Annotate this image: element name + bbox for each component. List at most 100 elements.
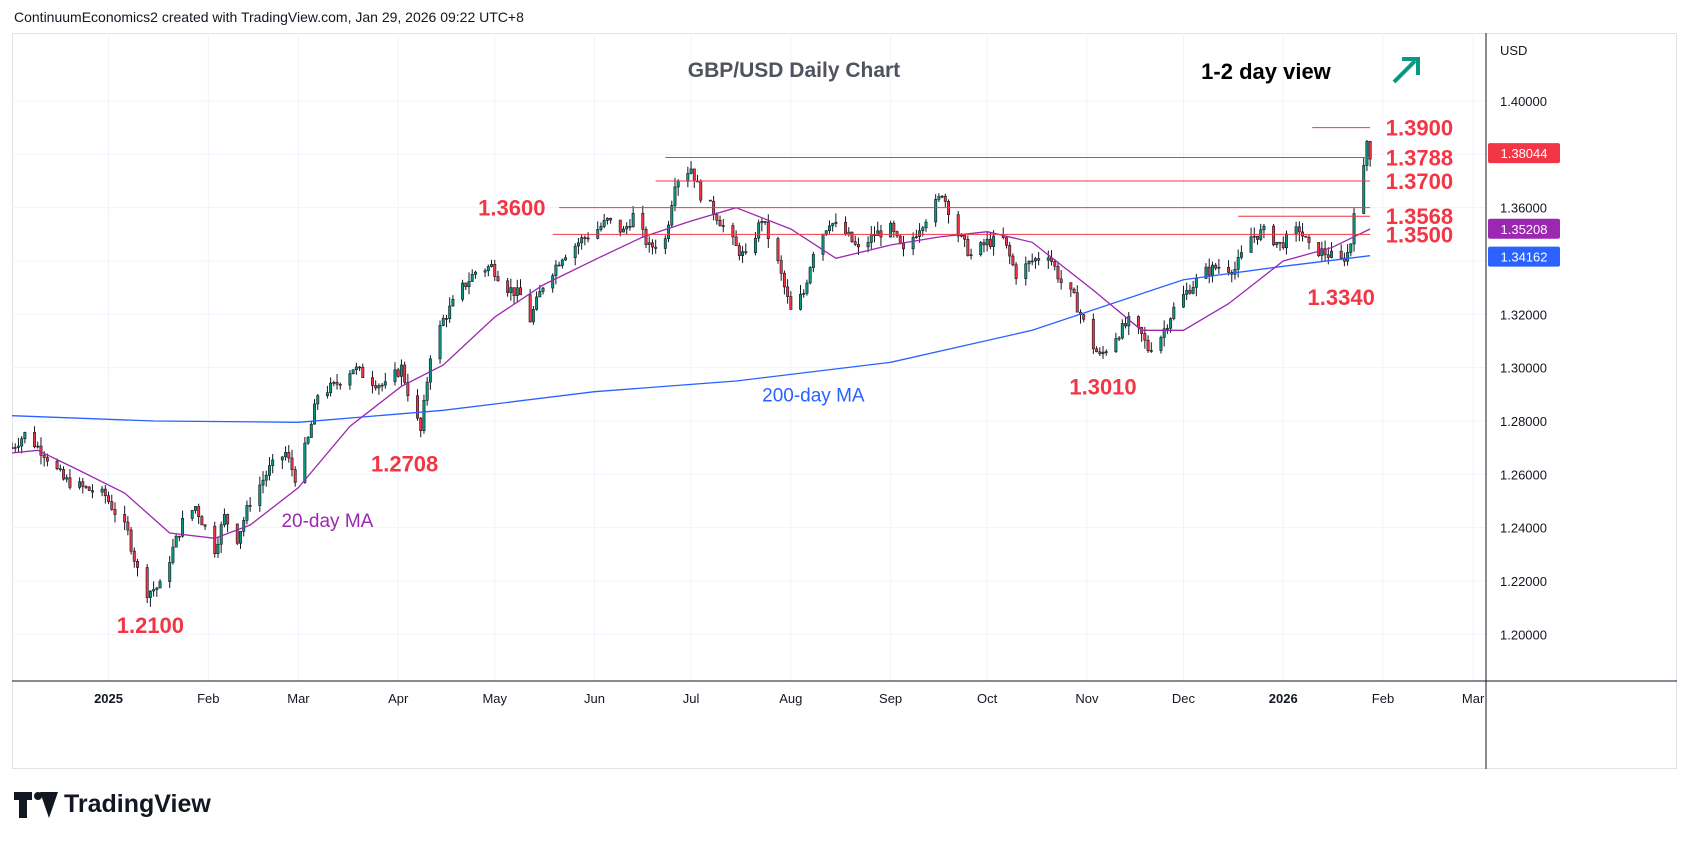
candle-up: [174, 535, 178, 548]
candle-up: [261, 479, 265, 486]
level-annotation: 1.3700: [1386, 169, 1453, 194]
candle-down: [618, 219, 622, 233]
candle-down: [406, 382, 410, 397]
candle-up: [1162, 328, 1166, 338]
x-tick-label: Sep: [879, 691, 902, 706]
candle-down: [132, 550, 136, 562]
candle-down: [902, 243, 905, 250]
x-tick-label: Apr: [388, 691, 409, 706]
candle-down: [203, 524, 207, 527]
candle-up: [264, 475, 268, 481]
chart-panel[interactable]: 1.400001.380001.360001.340001.320001.300…: [12, 33, 1677, 769]
candle-down: [374, 385, 378, 389]
candle-down: [213, 525, 217, 554]
candle-up: [551, 275, 555, 289]
candle-up: [1024, 263, 1028, 279]
candle-down: [786, 286, 790, 297]
candle-up: [1191, 287, 1195, 294]
candle-down: [145, 567, 149, 598]
candle-up: [831, 223, 835, 227]
candle-down: [583, 237, 587, 239]
candle-down: [1272, 225, 1276, 246]
ma20-line: [12, 207, 1371, 539]
candle-down: [557, 264, 561, 267]
candle-up: [741, 251, 745, 256]
y-tick-label: 1.28000: [1500, 414, 1547, 429]
candle-up: [36, 445, 40, 448]
x-tick-label: 2025: [94, 691, 123, 706]
candle-down: [1037, 258, 1041, 261]
candle-up: [1210, 264, 1214, 276]
candle-up: [20, 438, 24, 447]
candle-down: [1069, 282, 1073, 290]
x-tick-label: May: [482, 691, 507, 706]
candle-up: [190, 510, 194, 519]
candle-up: [689, 168, 693, 174]
candle-up: [1346, 252, 1350, 262]
candle-up: [245, 505, 249, 521]
candle-down: [1326, 254, 1330, 258]
price-tag-value: 1.35208: [1501, 222, 1548, 237]
candle-up: [1252, 235, 1256, 238]
candle-down: [519, 287, 522, 296]
price-tag: 1.35208: [1488, 218, 1560, 239]
candle-up: [332, 382, 336, 384]
candle-up: [441, 318, 445, 326]
candle-up: [316, 395, 320, 405]
price-tag: 1.38044: [1488, 143, 1560, 164]
candle-down: [512, 287, 516, 296]
candle-down: [55, 460, 59, 470]
candle-up: [631, 212, 635, 228]
level-annotation: 1.3900: [1386, 116, 1453, 141]
candle-down: [113, 509, 117, 515]
candle-up: [422, 400, 426, 431]
candle-up: [834, 221, 838, 224]
candle-down: [609, 217, 613, 221]
price-tag: 1.34162: [1488, 246, 1560, 267]
candle-up: [1236, 257, 1240, 270]
candle-up: [1033, 258, 1037, 262]
x-tick-label: Feb: [197, 691, 219, 706]
candle-up: [222, 514, 226, 526]
candle-up: [155, 587, 159, 590]
candle-up: [937, 196, 941, 200]
candle-down: [1214, 264, 1218, 269]
candle-up: [753, 237, 757, 254]
y-tick-label: 1.24000: [1500, 521, 1547, 536]
candle-down: [718, 219, 722, 227]
candle-up: [811, 254, 815, 268]
candle-up: [560, 259, 564, 266]
candle-down: [1339, 250, 1343, 259]
candle-up: [306, 437, 310, 444]
gbpusd-daily-chart[interactable]: 1.400001.380001.360001.340001.320001.300…: [12, 33, 1677, 769]
candle-up: [280, 456, 284, 461]
candle-up: [1114, 338, 1118, 352]
candle-down: [779, 260, 783, 274]
candle-up: [1101, 351, 1105, 355]
candle-up: [538, 291, 542, 298]
candle-up: [924, 221, 928, 229]
candle-up: [181, 518, 185, 537]
candle-up: [380, 384, 384, 387]
candle-down: [496, 276, 500, 282]
candle-down: [103, 488, 107, 497]
candle-down: [644, 228, 648, 245]
candle-up: [393, 369, 397, 382]
x-tick-label: Mar: [1462, 691, 1485, 706]
candle-down: [776, 238, 780, 261]
candle-up: [1249, 236, 1253, 253]
candle-down: [1014, 264, 1018, 279]
candle-down: [692, 168, 696, 182]
y-tick-label: 1.22000: [1500, 574, 1547, 589]
x-tick-label: 2026: [1269, 691, 1298, 706]
candle-down: [226, 514, 230, 525]
candle-down: [988, 238, 992, 247]
candle-up: [303, 442, 307, 483]
x-tick-label: Oct: [977, 691, 998, 706]
candle-up: [1194, 278, 1198, 288]
candle-up: [802, 293, 806, 295]
candle-down: [528, 294, 532, 323]
candle-up: [239, 531, 242, 544]
tradingview-brand[interactable]: TradingView: [14, 790, 211, 819]
x-tick-label: Feb: [1372, 691, 1394, 706]
